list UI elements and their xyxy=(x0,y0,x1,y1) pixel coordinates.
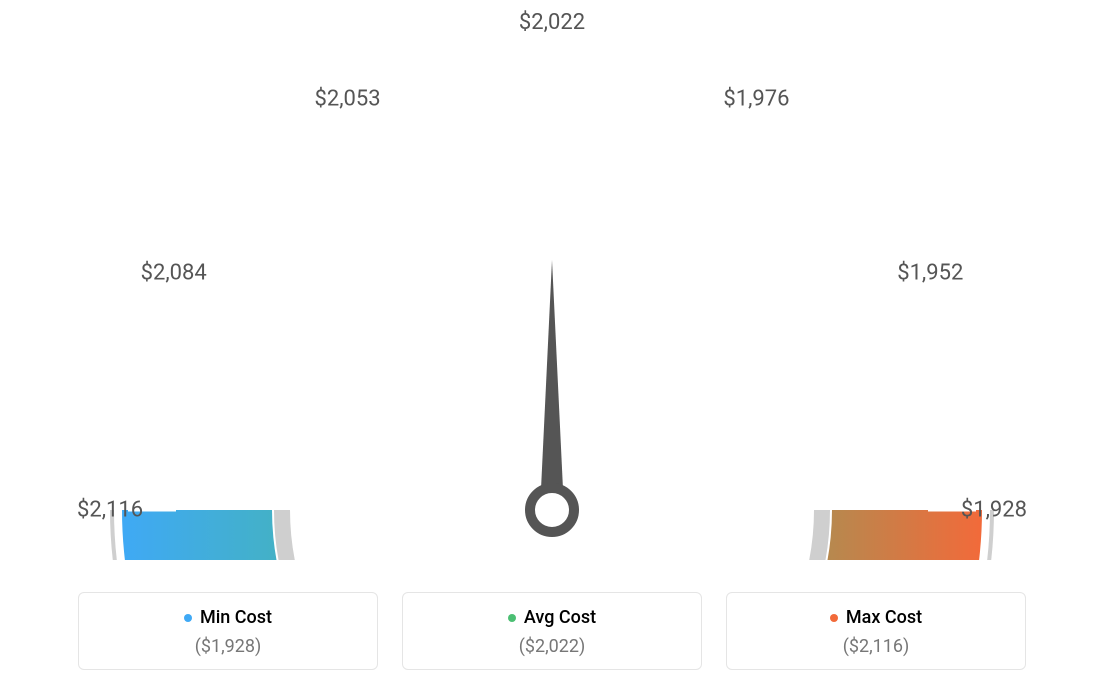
gauge-tick-label: $1,928 xyxy=(961,498,1027,523)
gauge-tick-label: $1,976 xyxy=(723,86,789,111)
legend-label-min: Min Cost xyxy=(200,607,272,628)
legend-title-min: Min Cost xyxy=(184,607,272,628)
legend-value-min: ($1,928) xyxy=(91,636,365,657)
legend-row: Min Cost ($1,928) Avg Cost ($2,022) Max … xyxy=(0,592,1104,671)
gauge-tick-label: $2,053 xyxy=(315,86,381,111)
legend-card-max: Max Cost ($2,116) xyxy=(726,592,1026,671)
gauge-chart: $1,928 $1,952 $1,976 $2,022 $2,053 $2,084 $2,1… xyxy=(0,0,1104,560)
legend-label-avg: Avg Cost xyxy=(524,607,596,628)
legend-label-max: Max Cost xyxy=(846,607,922,628)
legend-title-max: Max Cost xyxy=(830,607,922,628)
legend-value-max: ($2,116) xyxy=(739,636,1013,657)
legend-value-avg: ($2,022) xyxy=(415,636,689,657)
legend-title-avg: Avg Cost xyxy=(508,607,596,628)
legend-card-min: Min Cost ($1,928) xyxy=(78,592,378,671)
gauge-tick-label: $1,952 xyxy=(897,260,963,285)
legend-dot-max xyxy=(830,614,838,622)
cost-gauge-container: $1,928 $1,952 $1,976 $2,022 $2,053 $2,084 $2,1… xyxy=(0,0,1104,690)
legend-card-avg: Avg Cost ($2,022) xyxy=(402,592,702,671)
gauge-tick-label: $2,022 xyxy=(519,10,585,35)
gauge-tick-label: $2,084 xyxy=(141,260,207,285)
legend-dot-avg xyxy=(508,614,516,622)
gauge-tick-label: $2,116 xyxy=(77,498,143,523)
legend-dot-min xyxy=(184,614,192,622)
